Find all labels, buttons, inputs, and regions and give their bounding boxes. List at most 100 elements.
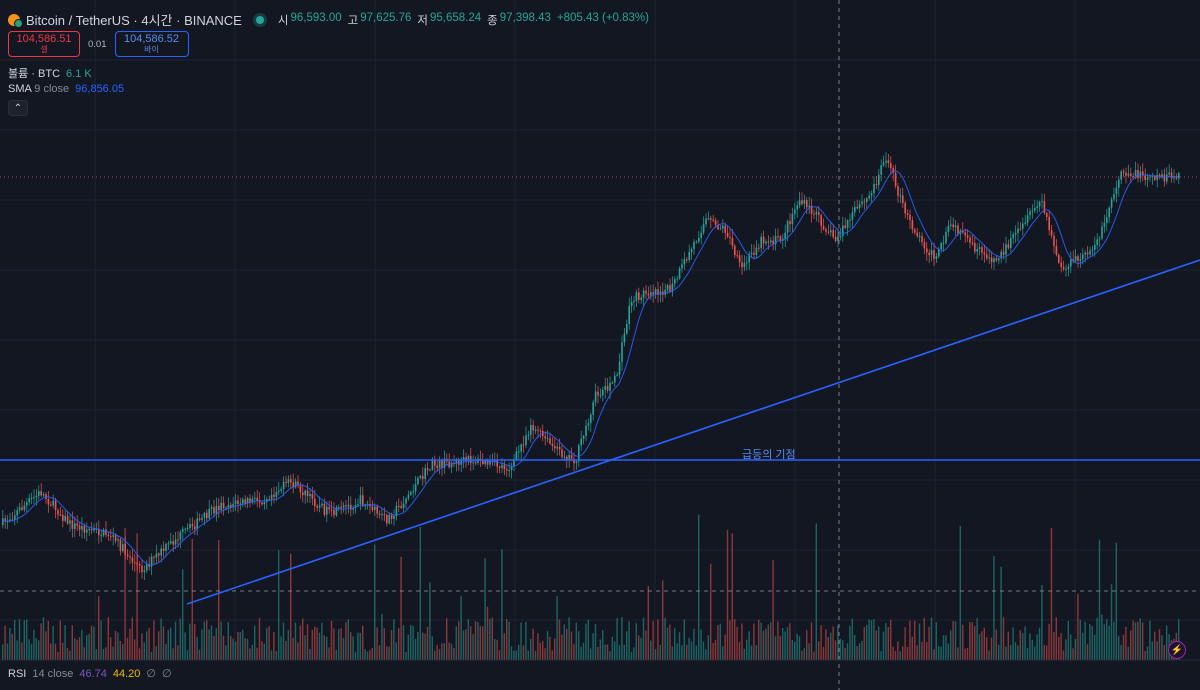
candle-body [964,232,966,236]
volume-bar [640,637,642,660]
candle-body [1014,232,1017,235]
candle-body [741,262,743,268]
sma-legend[interactable]: SMA 9 close 96,856.05 [8,83,124,95]
candle-body [105,529,107,535]
candle-body [686,259,688,261]
candle-body [398,505,400,507]
volume-bar [26,619,28,660]
volume-bar [35,638,37,660]
candle-body [1108,207,1110,218]
market-open-dot-icon [255,15,264,24]
volume-bar [719,623,721,660]
volume-bar [340,628,342,660]
candle-body [854,206,856,213]
candle-body [369,504,371,507]
candle-body [784,232,786,239]
candle-body [719,228,722,230]
candle-body [410,491,412,495]
volume-bar [1094,634,1096,660]
volume-bar [59,620,61,660]
candle-body [405,498,407,504]
volume-bar [1113,621,1115,660]
candle-body [604,385,606,390]
volume-bar [950,630,952,660]
candle-body [544,436,546,439]
volume-bar [798,636,801,660]
volume-bar [242,629,244,660]
candle-body [695,241,698,243]
candle-body [599,395,602,397]
symbol-title[interactable]: Bitcoin / TetherUS · 4시간 · BINANCE [26,13,242,28]
volume-bar [275,651,277,660]
volume-bar [587,619,589,660]
candle-body [827,231,830,233]
candle-body [1094,244,1096,250]
candle-body [1029,211,1031,216]
candle-body [1082,254,1084,260]
volume-bar [117,632,119,660]
volume-bar [791,640,793,660]
candle-body [153,556,155,558]
volume-bar [314,626,316,660]
candle-body [16,510,18,516]
volume-bar [1072,648,1074,660]
volume-bar [875,630,877,660]
candle-body [246,498,249,504]
candle-body [422,475,424,479]
candle-body [892,167,894,173]
volume-bar [822,647,825,660]
volume-bar [1034,646,1036,660]
high-key: 고 [347,14,359,27]
candle-body [206,512,208,519]
trendline-annotation[interactable]: 급등의 기점 [742,449,796,461]
candle-body [436,465,438,468]
candle-body [191,524,194,527]
candle-body [563,456,566,458]
volume-bar [347,619,349,660]
candle-body [364,505,366,507]
volume-bar [995,629,997,660]
candle-body [1005,244,1007,255]
volume-bar [374,544,376,660]
candle-body [242,499,244,504]
buy-button[interactable]: 104,586.52 바이 [114,31,189,57]
candle-body [438,459,441,468]
candle-body [18,507,21,511]
volume-bar [546,631,549,660]
volume-bar [184,632,186,660]
volume-bar [400,556,402,660]
candle-body [842,225,844,237]
volume-bar [220,621,222,660]
sell-button[interactable]: 104,586.51 셀 [8,31,80,57]
candle-body [911,220,914,230]
chevron-up-icon[interactable]: ⌃ [8,100,28,116]
candle-body [844,225,846,228]
candle-body [666,285,669,290]
volume-bar [938,645,940,660]
volume-bar [189,623,191,660]
volume-bar [873,618,875,660]
volume-bar [856,646,858,660]
lightning-icon[interactable]: ⚡ [1168,641,1186,659]
volume-bar [1014,642,1017,660]
candle-body [1175,177,1178,179]
volume-bar [1101,614,1103,660]
volume-bar [230,635,232,660]
rsi-legend[interactable]: RSI 14 close 46.74 44.20 ∅ ∅ [8,667,172,681]
volume-bar [54,643,57,660]
volume-bar [498,650,501,660]
sma-params: 9 close [34,83,70,95]
volume-bar [335,649,337,660]
volume-legend[interactable]: 볼륨 · BTC 6.1 K [8,65,92,81]
candle-body [738,255,741,263]
volume-bar [1149,620,1151,660]
candle-body [1055,245,1058,255]
volume-bar [676,643,678,660]
volume-bar [700,629,702,660]
candle-body [225,507,227,509]
volume-bar [93,626,95,660]
volume-bar [628,621,630,660]
candle-body [998,258,1000,261]
volume-bar [986,637,988,660]
